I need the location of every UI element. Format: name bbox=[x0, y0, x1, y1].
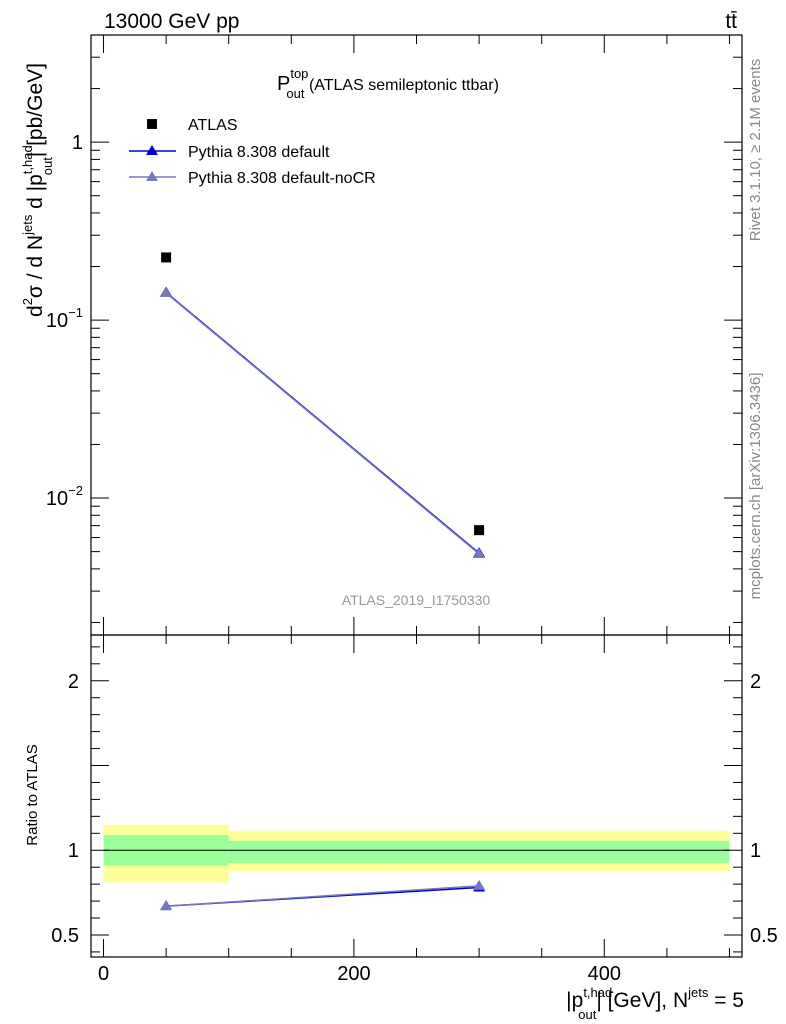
ratio-y-axis-label: Ratio to ATLAS bbox=[24, 744, 41, 845]
tick-label-exponent: −1 bbox=[68, 305, 83, 320]
mcplots-label: mcplots.cern.ch [arXiv:1306.3436] bbox=[747, 373, 764, 600]
ratio-y-tick-label-left-0: 0.5 bbox=[51, 925, 79, 947]
data-point-2-1 bbox=[473, 547, 486, 558]
analysis-watermark: ATLAS_2019_I1750330 bbox=[342, 592, 491, 608]
ratio-frame bbox=[90, 634, 743, 958]
main-panel: 110−110−2 Ptop out (ATLAS semileptonic tt… bbox=[20, 34, 743, 636]
data-point-0-0 bbox=[161, 252, 172, 263]
series-line-2 bbox=[165, 292, 480, 555]
ratio-x-ticks: 0 200 400 bbox=[98, 635, 730, 985]
ratio-y-tick-label-right-2: 2 bbox=[750, 671, 761, 693]
tick-label-base: 10 bbox=[46, 488, 68, 510]
main-y-tick-label-2: 10−2 bbox=[46, 483, 83, 510]
x-tick-label-2: 400 bbox=[588, 963, 621, 985]
legend: ATLAS Pythia 8.308 default Pythia 8.308 … bbox=[129, 117, 376, 187]
ratio-y-tick-label-left-2: 2 bbox=[68, 671, 79, 693]
main-y-tick-label-0: 1 bbox=[72, 132, 83, 154]
legend-label-pythia-default: Pythia 8.308 default bbox=[188, 144, 330, 161]
legend-marker-pythia-nocr bbox=[146, 171, 158, 181]
ratio-y-tick-label-left-1: 1 bbox=[68, 840, 79, 862]
main-y-axis-label: d2σ / d Njets d |pt,had out| [pb/GeV] bbox=[20, 63, 55, 317]
ratio-point-1-0 bbox=[160, 900, 173, 911]
stat-uncertainty-band-1 bbox=[228, 840, 730, 863]
legend-entry-pythia-default: Pythia 8.308 default bbox=[129, 144, 330, 161]
legend-label-pythia-nocr: Pythia 8.308 default-noCR bbox=[188, 170, 376, 187]
legend-marker-atlas bbox=[147, 119, 157, 129]
ratio-y-ticks: 0.5 0.5 1 1 2 2 bbox=[51, 646, 778, 953]
ratio-point-1-1 bbox=[473, 879, 486, 890]
tick-label-base: 10 bbox=[46, 310, 68, 332]
ratio-plot-content bbox=[103, 824, 730, 911]
ratio-y-tick-label-right-1: 1 bbox=[750, 840, 761, 862]
process-label: tt̄ bbox=[725, 10, 737, 33]
tick-label-exponent: −2 bbox=[68, 483, 83, 498]
legend-entry-pythia-nocr: Pythia 8.308 default-noCR bbox=[129, 170, 376, 187]
main-y-tick-label-1: 10−1 bbox=[46, 305, 83, 332]
main-title: Ptop out (ATLAS semileptonic ttbar) bbox=[277, 66, 499, 101]
energy-label: 13000 GeV pp bbox=[104, 10, 239, 33]
x-axis-label: |pt,had out| [GeV], Njets = 5 bbox=[566, 985, 744, 1022]
ratio-panel: 0.5 0.5 1 1 2 2 0 200 400 Ratio to ATLAS |pt,ha… bbox=[24, 634, 778, 1022]
x-tick-label-1: 200 bbox=[337, 963, 370, 985]
legend-marker-pythia-default bbox=[146, 145, 158, 155]
x-tick-label-0: 0 bbox=[98, 963, 109, 985]
main-y-ticks: 110−110−2 bbox=[46, 34, 742, 623]
data-point-0-1 bbox=[474, 525, 485, 536]
rivet-label: Rivet 3.1.10, ≥ 2.1M events bbox=[747, 59, 764, 242]
main-plot-content bbox=[160, 252, 486, 558]
legend-label-atlas: ATLAS bbox=[188, 117, 238, 134]
legend-entry-atlas: ATLAS bbox=[147, 117, 238, 134]
ratio-y-tick-label-right-0: 0.5 bbox=[750, 925, 778, 947]
ratio-series-line-1 bbox=[166, 885, 480, 907]
data-point-2-0 bbox=[160, 286, 173, 297]
main-x-ticks bbox=[103, 35, 730, 635]
